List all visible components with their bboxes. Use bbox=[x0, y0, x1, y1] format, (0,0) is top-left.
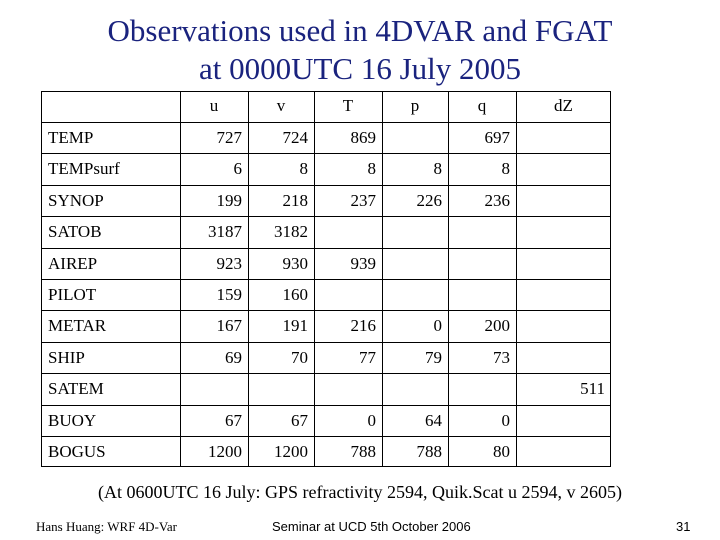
column-header-dz: dZ bbox=[554, 96, 573, 115]
table-cell: 236 bbox=[484, 190, 511, 210]
footer-event: Seminar at UCD 5th October 2006 bbox=[272, 519, 471, 534]
table-cell: 77 bbox=[359, 347, 376, 367]
slide-title-line-1: Observations used in 4DVAR and FGAT bbox=[107, 13, 613, 48]
table-cell: 0 bbox=[501, 410, 511, 430]
table-cell: 67 bbox=[225, 410, 242, 430]
table-row-divider bbox=[42, 404, 610, 406]
row-label-tempsurf: TEMPsurf bbox=[48, 159, 120, 179]
table-cell: 930 bbox=[282, 253, 309, 273]
table-cell: 8 bbox=[433, 159, 443, 179]
table-cell: 200 bbox=[484, 316, 511, 336]
table-row-divider bbox=[42, 373, 610, 375]
row-label-satem: SATEM bbox=[48, 379, 104, 399]
footer-page-number: 31 bbox=[676, 519, 691, 534]
table-cell: 0 bbox=[433, 316, 443, 336]
footnote: (At 0600UTC 16 July: GPS refractivity 25… bbox=[98, 482, 622, 502]
table-cell: 3187 bbox=[208, 222, 242, 242]
row-label-satob: SATOB bbox=[48, 222, 102, 242]
table-row-divider bbox=[42, 122, 610, 123]
table-cell: 191 bbox=[282, 316, 309, 336]
table-cell: 8 bbox=[501, 159, 511, 179]
table-cell: 727 bbox=[216, 128, 243, 147]
table-row-divider bbox=[42, 310, 610, 312]
table-cell: 923 bbox=[216, 253, 243, 273]
row-label-pilot: PILOT bbox=[48, 285, 97, 304]
table-row-divider bbox=[42, 153, 610, 155]
table-cell: 218 bbox=[282, 190, 309, 210]
column-header-t: T bbox=[342, 96, 354, 115]
table-row-divider bbox=[42, 184, 610, 186]
table-cell: 8 bbox=[299, 159, 309, 179]
slide-title-line-2: at 0000UTC 16 July 2005 bbox=[198, 51, 522, 86]
table-cell: 226 bbox=[416, 190, 443, 210]
row-label-synop: SYNOP bbox=[48, 190, 104, 210]
table-cell: 80 bbox=[493, 442, 510, 461]
table-cell: 64 bbox=[425, 410, 442, 430]
table-row-divider bbox=[42, 279, 610, 280]
table-cell: 697 bbox=[484, 128, 511, 147]
table-cell: 939 bbox=[350, 253, 377, 273]
row-label-bogus: BOGUS bbox=[48, 442, 106, 461]
row-label-airep: AIREP bbox=[48, 253, 98, 273]
table-row-divider bbox=[42, 341, 610, 343]
slide-title: Observations used in 4DVAR and FGAT at 0… bbox=[0, 12, 720, 88]
table-cell: 869 bbox=[350, 128, 377, 147]
table-cell: 216 bbox=[350, 316, 377, 336]
table-cell: 6 bbox=[233, 159, 243, 179]
row-label-temp: TEMP bbox=[48, 128, 94, 147]
row-label-buoy: BUOY bbox=[48, 410, 97, 430]
table-cell: 73 bbox=[493, 347, 510, 367]
table-cell: 79 bbox=[425, 347, 442, 367]
column-header-u: u bbox=[209, 96, 219, 115]
column-header-v: v bbox=[276, 96, 286, 115]
table-cell: 1200 bbox=[274, 442, 308, 461]
row-label-ship: SHIP bbox=[48, 347, 85, 367]
column-header-p: p bbox=[410, 96, 420, 115]
table-cell: 70 bbox=[291, 347, 308, 367]
row-label-metar: METAR bbox=[48, 316, 107, 336]
table-cell: 69 bbox=[225, 347, 242, 367]
table-cell: 0 bbox=[367, 410, 377, 430]
table-row-divider bbox=[42, 216, 610, 218]
table-cell: 159 bbox=[216, 285, 243, 304]
table-cell: 160 bbox=[282, 285, 309, 304]
table-cell: 8 bbox=[367, 159, 377, 179]
footer-author: Hans Huang: WRF 4D-Var bbox=[36, 519, 177, 534]
table-cell: 199 bbox=[216, 190, 243, 210]
table-cell: 788 bbox=[416, 442, 443, 461]
table-cell: 1200 bbox=[208, 442, 242, 461]
column-header-q: q bbox=[477, 96, 487, 115]
table-cell: 167 bbox=[216, 316, 243, 336]
table-cell: 724 bbox=[282, 128, 309, 147]
table-cell: 67 bbox=[291, 410, 308, 430]
table-row-divider bbox=[42, 247, 610, 249]
table-cell: 237 bbox=[350, 190, 377, 210]
table-cell: 511 bbox=[580, 379, 605, 399]
table-cell: 3182 bbox=[274, 222, 308, 242]
table-row-divider bbox=[42, 436, 610, 437]
table-cell: 788 bbox=[350, 442, 377, 461]
